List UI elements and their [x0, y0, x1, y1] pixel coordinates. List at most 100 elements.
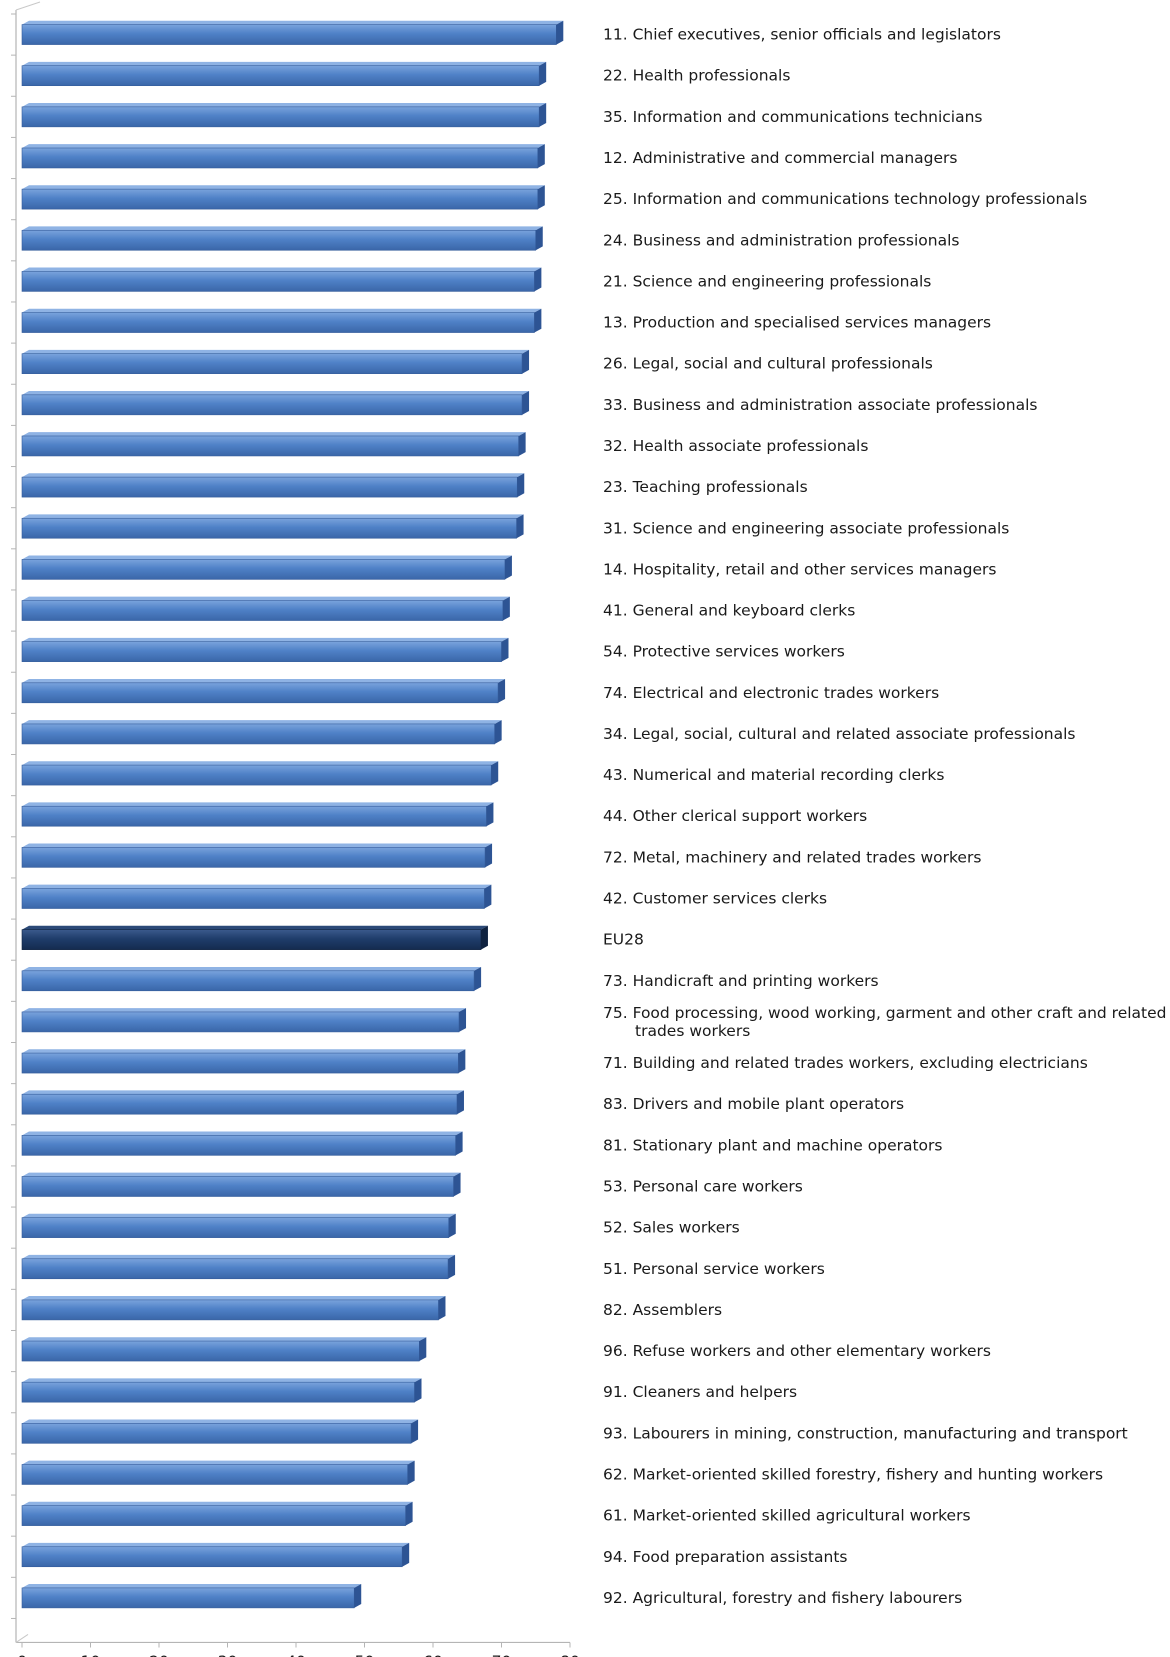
bar-top-face — [22, 61, 547, 66]
bar — [21, 1172, 461, 1197]
bar-front-face — [21, 1176, 454, 1197]
bar-end-face — [405, 1501, 413, 1526]
category-label: 35. Information and communications techn… — [603, 108, 983, 126]
bar-front-face — [21, 682, 499, 704]
bar — [21, 637, 509, 662]
x-tick-label: 0 — [17, 1652, 27, 1657]
bar-end-face — [458, 1049, 466, 1074]
bar-top-face — [22, 843, 493, 848]
bar-top-face — [22, 1090, 464, 1095]
bar — [21, 349, 530, 374]
bar-front-face — [21, 1299, 439, 1321]
bar-top-face — [22, 349, 530, 354]
bar-top-face — [22, 1378, 422, 1383]
bar-end-face — [453, 1172, 461, 1197]
category-label: 73. Handicraft and printing workers — [603, 972, 879, 990]
category-label: 43. Numerical and material recording cle… — [603, 766, 944, 784]
bar-end-face — [485, 843, 493, 868]
bar — [21, 1008, 467, 1033]
category-label: 33. Business and administration associat… — [603, 396, 1037, 414]
bar — [21, 1254, 456, 1280]
category-label: 22. Health professionals — [603, 67, 790, 85]
bar-end-face — [491, 761, 499, 786]
bar-front-face — [21, 929, 482, 950]
bar-end-face — [484, 884, 492, 909]
category-label: 74. Electrical and electronic trades wor… — [603, 684, 939, 702]
bar — [21, 555, 512, 580]
category-label: 81. Stationary plant and machine operato… — [603, 1136, 943, 1154]
bar-end-face — [459, 1008, 467, 1032]
bar — [21, 1419, 419, 1444]
category-label: 92. Agricultural, forestry and fishery l… — [603, 1589, 962, 1607]
bar-end-face — [537, 185, 545, 210]
category-label: 11. Chief executives, senior officials a… — [603, 26, 1001, 44]
bar-end-face — [419, 1337, 427, 1362]
bar — [21, 720, 502, 745]
x-tick-label: 70 — [492, 1652, 512, 1657]
bar-front-face — [21, 559, 506, 580]
bar-top-face — [22, 1501, 413, 1506]
bar — [21, 1090, 464, 1115]
bar-front-face — [21, 641, 502, 662]
category-label: 62. Market-oriented skilled forestry, fi… — [603, 1465, 1103, 1483]
bar-top-face — [22, 226, 543, 231]
bars-layer — [21, 20, 564, 1609]
bar-front-face — [21, 805, 487, 827]
category-label: 71. Building and related trades workers,… — [603, 1054, 1088, 1072]
bar-front-face — [21, 1093, 458, 1115]
bar-end-face — [518, 432, 526, 456]
category-label: 75. Food processing, wood working, garme… — [603, 1004, 1167, 1040]
bar-end-face — [486, 802, 494, 827]
bar-top-face — [22, 144, 545, 148]
x-tick-label: 50 — [355, 1652, 375, 1657]
bar-end-face — [494, 720, 502, 744]
bar-end-face — [534, 267, 542, 292]
category-label: 72. Metal, machinery and related trades … — [603, 848, 981, 866]
bar-end-face — [448, 1254, 456, 1279]
bar-end-face — [502, 596, 510, 621]
bar-front-face — [21, 312, 535, 333]
bar — [21, 390, 530, 416]
bar-end-face — [534, 308, 542, 333]
bar-front-face — [21, 1587, 355, 1609]
x-axis-tick-labels: 0 10 20 30 40 50 60 70 80 — [17, 1642, 580, 1657]
bar-end-face — [480, 925, 488, 950]
category-label: 21. Science and engineering professional… — [603, 272, 931, 290]
bar — [21, 1337, 427, 1362]
bar — [21, 1542, 410, 1568]
bar-end-face — [556, 20, 564, 45]
x-tick-label: 40 — [286, 1652, 306, 1657]
bar — [21, 884, 492, 909]
bar-top-face — [22, 1584, 362, 1588]
bar-end-face — [455, 1131, 463, 1156]
bar — [21, 1131, 463, 1156]
bar — [21, 678, 506, 704]
bar-front-face — [21, 723, 495, 745]
bar-top-face — [22, 1172, 461, 1177]
bar — [21, 802, 494, 827]
bar-top-face — [22, 678, 506, 683]
bar-end-face — [535, 226, 543, 251]
bar-front-face — [21, 517, 517, 539]
bar — [21, 103, 547, 128]
category-label: 26. Legal, social and cultural professio… — [603, 355, 933, 373]
category-labels: 11. Chief executives, senior officials a… — [603, 26, 1167, 1607]
bar-top-face — [22, 1460, 415, 1465]
bar-front-face — [21, 600, 504, 621]
bar-top-face — [22, 596, 510, 601]
bar-front-face — [21, 229, 537, 251]
bar-end-face — [474, 966, 482, 991]
bar — [21, 144, 545, 169]
bar-front-face — [21, 1011, 460, 1033]
category-label: 61. Market-oriented skilled agricultural… — [603, 1507, 971, 1525]
bar — [21, 432, 526, 457]
category-label: 32. Health associate professionals — [603, 437, 868, 455]
bar — [21, 20, 564, 45]
bar-top-face — [22, 761, 499, 766]
category-label: 51. Personal service workers — [603, 1260, 825, 1278]
category-label: 82. Assemblers — [603, 1301, 722, 1319]
bar-front-face — [21, 1546, 403, 1568]
bar-end-face — [411, 1419, 419, 1444]
category-label: 13. Production and specialised services … — [603, 314, 991, 332]
